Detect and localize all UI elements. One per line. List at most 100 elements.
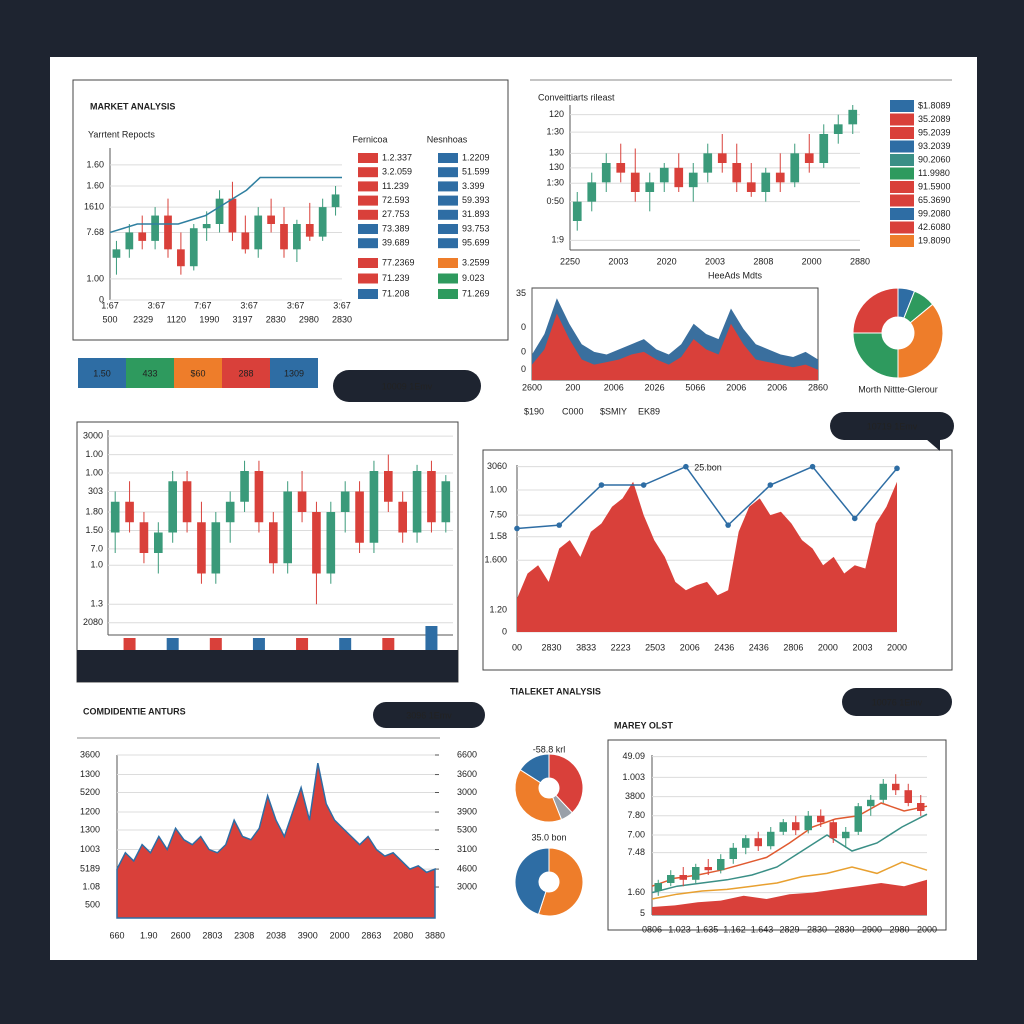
note: $190 bbox=[524, 406, 544, 416]
line-marker bbox=[640, 482, 647, 488]
y-tick-label: 1.3 bbox=[90, 599, 103, 609]
x-tick-label: 2829 bbox=[779, 924, 799, 934]
y-tick-label: 7.0 bbox=[90, 543, 103, 553]
candle-body bbox=[879, 783, 887, 800]
x-tick-label: 2830 bbox=[542, 642, 562, 652]
candle-body bbox=[779, 822, 787, 832]
candle-body bbox=[312, 512, 321, 574]
note: C000 bbox=[562, 406, 584, 416]
x-tick-label: 3:67 bbox=[287, 300, 305, 310]
x-tick-label: 0806 bbox=[642, 924, 662, 934]
table-cell: 3.2599 bbox=[462, 257, 490, 267]
x-tick-label: 500 bbox=[102, 314, 117, 324]
x-tick-label: 2863 bbox=[361, 930, 381, 940]
x-tick-label: 3880 bbox=[425, 930, 445, 940]
y-tick-label: 1:30 bbox=[546, 126, 564, 136]
candle-body bbox=[587, 182, 597, 202]
area bbox=[532, 313, 818, 380]
y-tick-label: 7.80 bbox=[627, 810, 645, 820]
y-tick-label: 303 bbox=[88, 486, 103, 496]
pie-slice bbox=[852, 287, 899, 334]
candle-body bbox=[225, 501, 235, 523]
candle-body bbox=[240, 471, 249, 502]
line-marker bbox=[894, 465, 900, 472]
x-tick-label: 2250 bbox=[560, 256, 580, 266]
candle-body bbox=[110, 501, 120, 533]
volume-bar bbox=[166, 638, 179, 650]
candle-body bbox=[917, 803, 925, 811]
x-tick-label: 2329 bbox=[133, 314, 153, 324]
legend-swatch bbox=[890, 167, 914, 180]
table-cell: 3.399 bbox=[462, 181, 485, 191]
candle-body bbox=[817, 815, 825, 823]
candle-body bbox=[177, 249, 185, 267]
x-tick-label: 2830 bbox=[807, 924, 827, 934]
legend-label: 93.2039 bbox=[918, 141, 951, 151]
badge bbox=[373, 702, 485, 728]
chart-title: Conveittiarts rileast bbox=[538, 92, 615, 102]
x-tick-label: 2860 bbox=[808, 382, 828, 392]
table-cell: 51.599 bbox=[462, 167, 490, 177]
x-tick-label: 2026 bbox=[645, 382, 665, 392]
y-tick-label: 1200 bbox=[80, 806, 100, 816]
y-tick-label: 0 bbox=[99, 294, 104, 304]
table-swatch bbox=[438, 167, 458, 178]
candle-body bbox=[215, 198, 224, 224]
x-tick-label: 7:67 bbox=[194, 300, 212, 310]
legend-label: 95.2039 bbox=[918, 127, 951, 137]
y-tick-label: 500 bbox=[85, 899, 100, 909]
y-tick-label: 1.50 bbox=[85, 525, 103, 535]
candle-body bbox=[293, 224, 301, 250]
y2-tick-label: 3000 bbox=[457, 787, 477, 797]
legend-label: 65.3690 bbox=[918, 195, 951, 205]
x-tick-label: 2000 bbox=[917, 924, 937, 934]
panel bbox=[72, 79, 509, 341]
table-cell: 31.893 bbox=[462, 209, 490, 219]
candle-body bbox=[340, 491, 350, 512]
x-tick-label: 2503 bbox=[645, 642, 665, 652]
table-cell: 1.2.337 bbox=[382, 152, 412, 162]
candle-body bbox=[398, 501, 407, 533]
candle-body bbox=[704, 867, 712, 871]
note: $SMIY bbox=[600, 406, 627, 416]
x-tick-label: 2000 bbox=[818, 642, 838, 652]
y-tick-label: 7.00 bbox=[627, 829, 645, 839]
candle-body bbox=[630, 172, 640, 192]
legend-swatch bbox=[890, 235, 914, 247]
candle-body bbox=[125, 232, 134, 250]
y-tick-label: 0 bbox=[502, 626, 507, 636]
volume-bar bbox=[123, 638, 136, 650]
table-cell: 72.593 bbox=[382, 195, 410, 205]
candle-body bbox=[427, 471, 436, 523]
x-tick-label: 5066 bbox=[685, 382, 705, 392]
y-tick-label: 1.003 bbox=[622, 772, 645, 782]
candle-body bbox=[833, 124, 843, 134]
table-swatch bbox=[358, 153, 378, 163]
pie-slice bbox=[537, 847, 584, 917]
y-tick-label: 1.00 bbox=[85, 449, 103, 459]
pie-caption: 35.0 bon bbox=[531, 832, 566, 842]
table-header: Nesnhoas bbox=[427, 134, 468, 144]
x-tick-label: 2080 bbox=[393, 930, 413, 940]
legend-label: 91.5900 bbox=[918, 181, 951, 191]
candle-body bbox=[904, 790, 912, 803]
table-swatch bbox=[438, 224, 458, 234]
line-marker bbox=[598, 482, 605, 488]
table-swatch bbox=[438, 238, 458, 249]
y-tick-label: 3000 bbox=[83, 431, 103, 441]
badge bbox=[842, 688, 952, 716]
candle-body bbox=[254, 471, 264, 523]
table-cell: 71.239 bbox=[382, 273, 410, 283]
x-tick-label: 2436 bbox=[714, 642, 734, 652]
x-tick-label: 2436 bbox=[749, 642, 769, 652]
candle-body bbox=[211, 522, 221, 574]
y-tick-label: 1610 bbox=[84, 201, 104, 211]
candle-body bbox=[654, 883, 662, 891]
table-cell: 39.689 bbox=[382, 238, 410, 248]
table-swatch bbox=[438, 209, 458, 220]
volume-bar bbox=[425, 626, 438, 650]
candle-body bbox=[197, 522, 206, 574]
candle-body bbox=[112, 249, 121, 258]
strip-label: 288 bbox=[238, 368, 253, 378]
pie-slice bbox=[897, 303, 944, 379]
